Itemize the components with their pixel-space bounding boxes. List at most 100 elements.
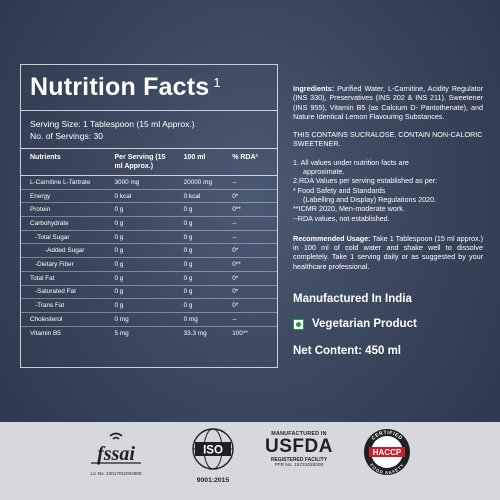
per-100ml-value: 0 g bbox=[174, 216, 224, 231]
nutrient-name: -Total Sugar bbox=[21, 230, 106, 245]
footnote-1: 1. All values under nutrition facts are bbox=[293, 157, 409, 167]
nutrient-name: -Saturated Fat bbox=[21, 285, 106, 300]
per-serving-value: 0 g bbox=[105, 271, 175, 286]
per-100ml-value: 0 g bbox=[174, 285, 224, 300]
footnote-5: --RDA values, not established. bbox=[293, 213, 390, 223]
usage-text: Take 1 Tablespoon (15 ml approx.) in 100… bbox=[293, 233, 483, 271]
ingredients-text: Purified Water, L-Carnitine, Acidity Reg… bbox=[293, 84, 483, 121]
nutrient-name: -Trans Fat bbox=[21, 298, 106, 313]
rda-value: -- bbox=[223, 230, 277, 245]
nutrient-name: L-Carnitine L-Tartrate bbox=[21, 175, 106, 190]
per-100ml-value: 0 g bbox=[174, 230, 224, 245]
per-serving-value: 3000 mg bbox=[105, 175, 175, 190]
nutrient-name: Carbohydrate bbox=[21, 216, 106, 231]
nutrient-name: Protein bbox=[21, 202, 106, 218]
fssai-text: fssai bbox=[97, 443, 135, 465]
rda-value: -- bbox=[223, 175, 277, 190]
per-serving-value: 0 g bbox=[105, 285, 175, 300]
per-serving-value: 5 mg bbox=[114, 329, 129, 337]
serving-info: Serving Size: 1 Tablespoon (15 ml Approx… bbox=[21, 111, 277, 149]
table-row: Cholesterol 0 mg 0 mg -- bbox=[21, 312, 277, 327]
per-100ml-value: 0 g bbox=[174, 202, 224, 218]
usfda-line-3: REGISTERED FACILITY bbox=[270, 457, 328, 463]
nutrient-name: -Dietary Fiber bbox=[21, 257, 106, 272]
haccp-ring-top: CERTIFIED bbox=[370, 430, 403, 442]
certification-band: fssai Lic No. 10017011004609 ISO 9001:20… bbox=[0, 422, 500, 500]
footnote-1-cont: approximate. bbox=[303, 167, 345, 177]
sucralose-warning: THIS CONTAINS SUCRALOSE. CONTAIN NON-CAL… bbox=[293, 130, 483, 149]
per-serving-value: 0 g bbox=[105, 216, 175, 231]
usfda-line-1: MANUFACTURED IN bbox=[271, 431, 327, 437]
vegetarian-icon bbox=[293, 318, 304, 330]
rda-value: -- bbox=[223, 312, 277, 327]
nutrient-name: -Added Sugar bbox=[21, 243, 106, 259]
nutrition-facts-panel: Nutrition Facts 1 Serving Size: 1 Tablesp… bbox=[20, 64, 278, 368]
usfda-badge: MANUFACTURED IN USFDA REGISTERED FACILIT… bbox=[262, 431, 336, 468]
fssai-logo-icon: fssai bbox=[91, 432, 141, 465]
table-row: Energy 0 kcal 0 kcal 0* bbox=[21, 189, 277, 204]
per-serving-value: 0 kcal bbox=[105, 189, 175, 204]
haccp-seal-icon: CERTIFIED FOOD SAFETY HACCP bbox=[364, 429, 410, 475]
table-row: Vitamin B5 5 mg 33.3 mg 100** bbox=[21, 326, 277, 340]
footnote-3-cont: (Labelling and Display) Regulations 2020… bbox=[303, 194, 437, 204]
footnote-4: **ICMR 2020, Men-moderate work. bbox=[293, 204, 405, 214]
per-serving-value: 0 g bbox=[105, 298, 175, 313]
per-serving-value: 0 g bbox=[105, 243, 175, 259]
header-nutrients: Nutrients bbox=[21, 149, 106, 176]
per-100ml-value: 33.3 mg bbox=[183, 329, 207, 337]
recommended-usage: Recommended Usage: Take 1 Tablespoon (15… bbox=[293, 234, 483, 271]
nutrient-name: Cholesterol bbox=[21, 312, 106, 327]
nutrition-table: Nutrients Per Serving (15 ml Approx.) 10… bbox=[21, 149, 277, 340]
manufactured-in-india: Manufactured In India bbox=[293, 293, 412, 305]
table-row: L-Carnitine L-Tartrate 3000 mg 20000 mg -- bbox=[21, 175, 277, 190]
rda-value: -- bbox=[223, 216, 277, 231]
rda-value: 0** bbox=[223, 202, 277, 218]
usfda-line-2: USFDA bbox=[265, 436, 333, 457]
per-100ml-value: 0 kcal bbox=[174, 189, 224, 204]
haccp-text: HACCP bbox=[373, 448, 402, 457]
vegetarian-label: Vegetarian Product bbox=[312, 318, 417, 330]
rda-value: 0* bbox=[223, 243, 277, 259]
nutrient-name: Total Fat bbox=[21, 271, 106, 286]
title-footnote: 1 bbox=[213, 75, 221, 90]
per-serving-value: 0 g bbox=[105, 202, 175, 218]
rda-value: 0* bbox=[223, 271, 277, 286]
header-rda: % RDA² bbox=[223, 149, 277, 176]
iso-logo-icon: ISO bbox=[192, 428, 234, 470]
title-text: Nutrition Facts bbox=[30, 73, 210, 101]
per-100ml-value: 0 g bbox=[174, 271, 224, 286]
fssai-license: Lic No. 10017011004609 bbox=[90, 471, 142, 476]
per-serving-value: 0 g bbox=[105, 257, 175, 272]
iso-text: ISO bbox=[203, 445, 223, 457]
usage-label: Recommended Usage: bbox=[293, 233, 371, 243]
rda-value: 0* bbox=[223, 285, 277, 300]
rda-value: 100** bbox=[232, 329, 248, 337]
serving-size: Serving Size: 1 Tablespoon (15 ml Approx… bbox=[30, 119, 195, 129]
footnote-3: * Food Safety and Standards bbox=[293, 185, 386, 195]
nutrient-name: Vitamin B5 bbox=[30, 329, 61, 337]
iso-certificate: 9001:2015 bbox=[196, 477, 230, 484]
net-content: Net Content: 450 ml bbox=[293, 345, 401, 357]
header-100ml: 100 ml bbox=[174, 149, 224, 176]
rda-value: 0* bbox=[223, 189, 277, 204]
footnote-2: 2.RDA Values per serving established as … bbox=[293, 176, 438, 186]
per-100ml-value: 0 mg bbox=[174, 312, 224, 327]
usfda-line-4: FFR No. 15731026290 bbox=[274, 463, 324, 468]
iso-badge: ISO 9001:2015 bbox=[189, 427, 237, 484]
table-header-row: Nutrients Per Serving (15 ml Approx.) 10… bbox=[21, 149, 277, 176]
nutrition-facts-title: Nutrition Facts 1 bbox=[21, 65, 277, 111]
per-100ml-value: 20000 mg bbox=[174, 175, 224, 190]
product-info: Ingredients: Purified Water, L-Carnitine… bbox=[293, 84, 483, 271]
svg-text:CERTIFIED: CERTIFIED bbox=[370, 430, 403, 442]
servings-count: No. of Servings: 30 bbox=[30, 131, 104, 141]
footnotes: 1. All values under nutrition facts are … bbox=[293, 158, 483, 223]
per-serving-value: 0 mg bbox=[105, 312, 175, 327]
per-100ml-value: 0 g bbox=[174, 257, 224, 272]
